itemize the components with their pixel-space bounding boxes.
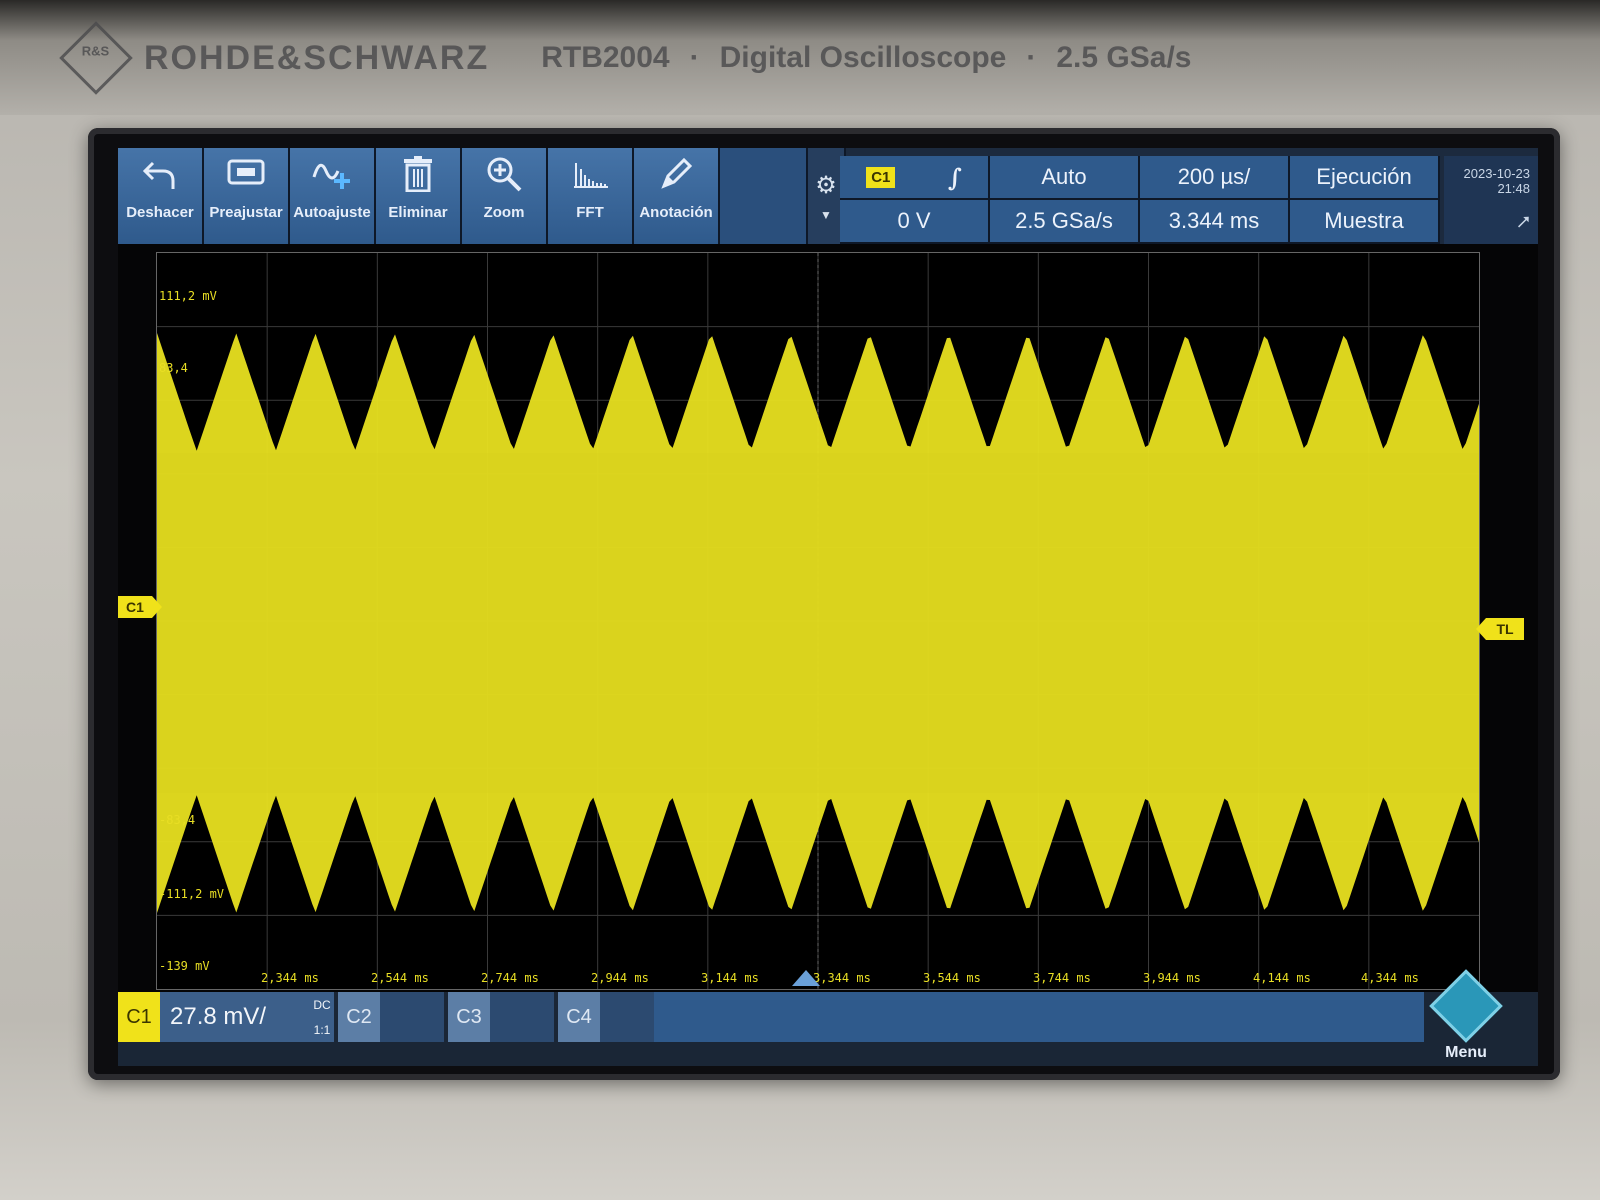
channel-3-value (490, 992, 554, 1042)
channel-3-tag: C3 (448, 992, 490, 1042)
timebase-cell[interactable]: 200 µs/ (1140, 156, 1290, 200)
y-label-upper: 83,4 (159, 361, 188, 375)
preset-icon (227, 148, 265, 200)
channel-4-value (600, 992, 664, 1042)
fft-label: FFT (576, 204, 604, 221)
channel-1-scale: 27.8 mV/ (160, 992, 310, 1042)
y-label-top: 111,2 mV (159, 289, 217, 303)
channel-bar-empty (654, 992, 1424, 1042)
annotation-button[interactable]: Anotación (634, 148, 720, 244)
fft-icon (571, 148, 609, 200)
undo-icon (143, 148, 177, 200)
preset-button[interactable]: Preajustar (204, 148, 290, 244)
x-label: 3,144 ms (701, 971, 759, 985)
channel-3-control[interactable]: C3 (448, 992, 554, 1042)
channel-2-tag: C2 (338, 992, 380, 1042)
x-label: 2,744 ms (481, 971, 539, 985)
trigger-position-marker[interactable] (792, 970, 820, 986)
status-panel: C1 ∫ Auto 200 µs/ Ejecución 0 V 2.5 GSa/… (840, 156, 1440, 244)
delete-label: Eliminar (388, 204, 448, 221)
channel-2-value (380, 992, 444, 1042)
annotation-label: Anotación (639, 204, 713, 221)
chevron-down-icon: ▼ (820, 207, 832, 222)
x-label: 4,344 ms (1361, 971, 1419, 985)
waveform-trace (157, 333, 1479, 913)
trigger-source-cell[interactable]: C1 ∫ (840, 156, 990, 200)
acquisition-cell[interactable]: Muestra (1290, 200, 1440, 244)
menu-button[interactable]: Menu (1424, 969, 1508, 1062)
trigger-level-cell[interactable]: 0 V (840, 200, 990, 244)
brand-separator: · (689, 41, 700, 74)
waveform-canvas (157, 253, 1479, 989)
run-state-cell[interactable]: Ejecución (1290, 156, 1440, 200)
undo-label: Deshacer (126, 204, 194, 221)
oscilloscope-screen: Deshacer Preajustar Autoajuste Eliminar … (118, 148, 1538, 1066)
x-label: 2,544 ms (371, 971, 429, 985)
x-label: 3,544 ms (923, 971, 981, 985)
x-label: 3,944 ms (1143, 971, 1201, 985)
y-label-bottom: -111,2 mV (159, 887, 225, 901)
gear-icon: ⚙ (815, 171, 837, 199)
delete-button[interactable]: Eliminar (376, 148, 462, 244)
brand-name: ROHDE&SCHWARZ (144, 38, 490, 77)
device-model: RTB2004 (541, 41, 670, 74)
trigger-mode-cell[interactable]: Auto (990, 156, 1140, 200)
autoset-icon (312, 148, 352, 200)
autoset-button[interactable]: Autoajuste (290, 148, 376, 244)
x-label: 3,744 ms (1033, 971, 1091, 985)
x-label: 2,344 ms (261, 971, 319, 985)
zoom-icon (486, 148, 522, 200)
horizontal-position-cell[interactable]: 3.344 ms (1140, 200, 1290, 244)
x-label: 4,144 ms (1253, 971, 1311, 985)
pencil-icon (658, 148, 694, 200)
toolbar-empty-slot (720, 148, 808, 244)
device-rate: 2.5 GSa/s (1056, 41, 1192, 74)
date-text: 2023-10-23 (1463, 166, 1531, 181)
x-label: 3,344 ms (813, 971, 871, 985)
x-label: 2,944 ms (591, 971, 649, 985)
menu-diamond-icon (1429, 969, 1503, 1043)
probe-ratio-text: 1:1 (313, 1022, 331, 1037)
trash-icon (403, 148, 433, 200)
channel-1-offset-marker[interactable]: C1 (118, 596, 162, 618)
channel-1-tag: C1 (118, 992, 160, 1042)
channel-1-control[interactable]: C1 27.8 mV/ DC 1:1 (118, 992, 334, 1042)
waveform-plot[interactable]: 111,2 mV 83,4 -83,4 -111,2 mV -139 mV 2,… (156, 252, 1480, 990)
date-time-box: 2023-10-23 21:48 ⭧ (1444, 156, 1538, 244)
channel-1-coupling: DC 1:1 (310, 992, 334, 1042)
time-text: 21:48 (1497, 181, 1530, 196)
y-label-lower: -83,4 (159, 813, 196, 827)
trigger-source-badge: C1 (866, 166, 896, 188)
menu-label: Menu (1445, 1044, 1487, 1061)
device-description: Digital Oscilloscope (719, 41, 1007, 74)
brand-separator-2: · (1026, 41, 1037, 74)
channel-4-tag: C4 (558, 992, 600, 1042)
waveform-core (157, 453, 1479, 793)
y-label-min: -139 mV (159, 959, 210, 973)
usb-icon: ⭧ (1517, 212, 1530, 234)
preset-label: Preajustar (209, 204, 283, 221)
channel-2-control[interactable]: C2 (338, 992, 444, 1042)
zoom-label: Zoom (483, 204, 525, 221)
oscilloscope-bezel (0, 0, 1600, 115)
channel-bar: C1 27.8 mV/ DC 1:1 C2 C3 C4 Menu (118, 969, 1538, 1066)
trigger-slope-icon: ∫ (947, 162, 962, 192)
autoset-label: Autoajuste (293, 204, 371, 221)
rs-logo-icon (59, 21, 133, 95)
undo-button[interactable]: Deshacer (118, 148, 204, 244)
zoom-button[interactable]: Zoom (462, 148, 548, 244)
channel-4-control[interactable]: C4 (558, 992, 664, 1042)
trigger-level-marker[interactable]: TL (1476, 618, 1524, 640)
coupling-text: DC (313, 997, 331, 1012)
brand-header: ROHDE&SCHWARZ RTB2004 · Digital Oscillos… (59, 21, 1192, 95)
fft-button[interactable]: FFT (548, 148, 634, 244)
sample-rate-cell[interactable]: 2.5 GSa/s (990, 200, 1140, 244)
